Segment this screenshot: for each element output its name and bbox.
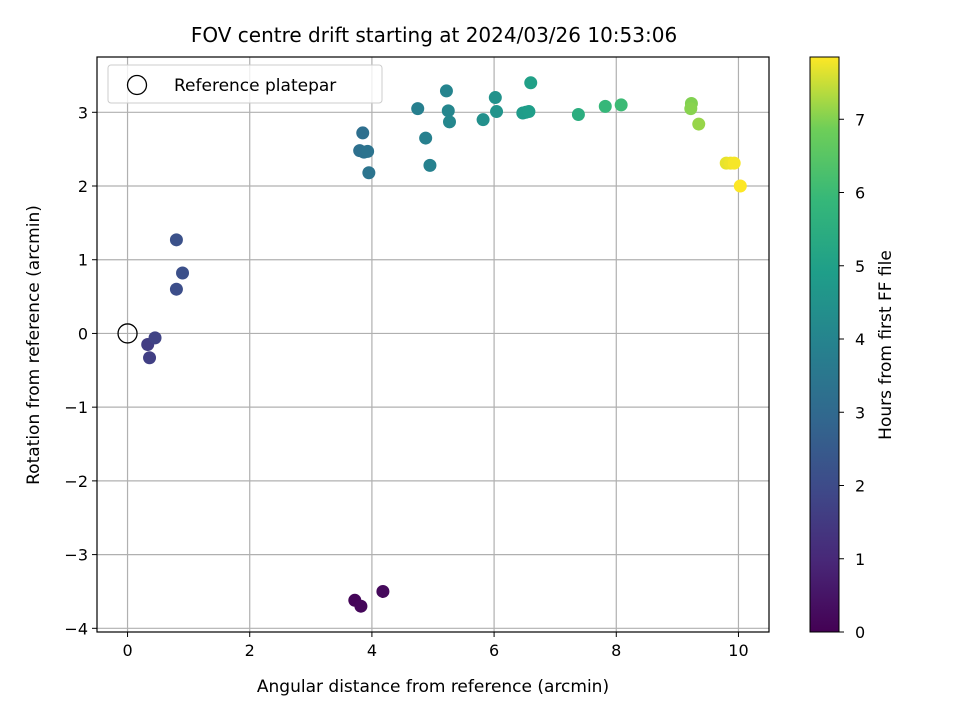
data-point [488, 91, 502, 105]
legend: Reference platepar [107, 64, 383, 104]
y-tick-label: −1 [64, 398, 88, 417]
data-point [143, 351, 157, 365]
colorbar-tick-label: 7 [855, 110, 865, 129]
data-point [733, 179, 747, 193]
x-tick-label: 8 [611, 641, 621, 660]
y-tick-label: 3 [78, 103, 88, 122]
data-point [490, 105, 504, 119]
x-axis-label: Angular distance from reference (arcmin) [257, 677, 609, 697]
data-point [376, 584, 390, 598]
data-point [614, 98, 628, 112]
data-point [176, 266, 190, 280]
colorbar-tick-label: 1 [855, 550, 865, 569]
data-point [419, 131, 433, 145]
chart-title: FOV centre drift starting at 2024/03/26 … [191, 23, 677, 47]
colorbar-label: Hours from first FF file [876, 250, 896, 440]
data-point [692, 117, 706, 131]
data-point [571, 108, 585, 121]
data-point [169, 282, 183, 296]
data-point [476, 113, 490, 127]
y-tick-label: −2 [64, 472, 88, 491]
data-point [169, 233, 183, 247]
axis-ticks: 0 2 4 6 8 10 −4 −3 −2 −1 0 1 2 3 [64, 103, 748, 660]
x-tick-label: 0 [122, 641, 132, 660]
colorbar-tick-label: 0 [855, 623, 865, 642]
data-point [442, 115, 456, 129]
colorbar-tick-label: 6 [855, 184, 865, 203]
x-tick-label: 6 [489, 641, 499, 660]
y-tick-label: −4 [64, 619, 88, 638]
data-point [524, 76, 538, 90]
legend-box [107, 64, 383, 104]
data-point [684, 102, 698, 116]
grid-lines [97, 57, 769, 632]
colorbar-gradient [809, 56, 840, 633]
x-tick-label: 2 [245, 641, 255, 660]
y-tick-label: 1 [78, 251, 88, 270]
data-point [148, 331, 162, 345]
y-axis-label: Rotation from reference (arcmin) [24, 205, 44, 485]
scatter-points [117, 76, 747, 613]
colorbar-tick-label: 3 [855, 403, 865, 422]
data-point [356, 126, 370, 140]
data-point [362, 166, 376, 180]
legend-label: Reference platepar [174, 76, 336, 96]
data-point [727, 156, 741, 170]
data-point [522, 105, 536, 119]
x-tick-label: 10 [728, 641, 748, 660]
plot-frame [96, 56, 770, 633]
data-point [411, 102, 425, 116]
reference-platepar-marker [117, 323, 138, 344]
data-point [354, 599, 368, 613]
colorbar: 0 1 2 3 4 5 6 7 Hours from first FF file [809, 56, 896, 642]
colorbar-tick-label: 4 [855, 330, 865, 349]
data-point [361, 144, 375, 158]
legend-reference-marker [126, 74, 148, 96]
colorbar-ticks: 0 1 2 3 4 5 6 7 [839, 110, 865, 642]
data-point [598, 99, 612, 113]
y-tick-label: 2 [78, 177, 88, 196]
colorbar-tick-label: 2 [855, 477, 865, 496]
data-point [439, 84, 453, 98]
data-point [423, 158, 437, 172]
data-point [441, 104, 455, 118]
x-tick-label: 4 [367, 641, 377, 660]
colorbar-tick-label: 5 [855, 257, 865, 276]
y-tick-label: −3 [64, 546, 88, 565]
y-tick-label: 0 [78, 324, 88, 343]
